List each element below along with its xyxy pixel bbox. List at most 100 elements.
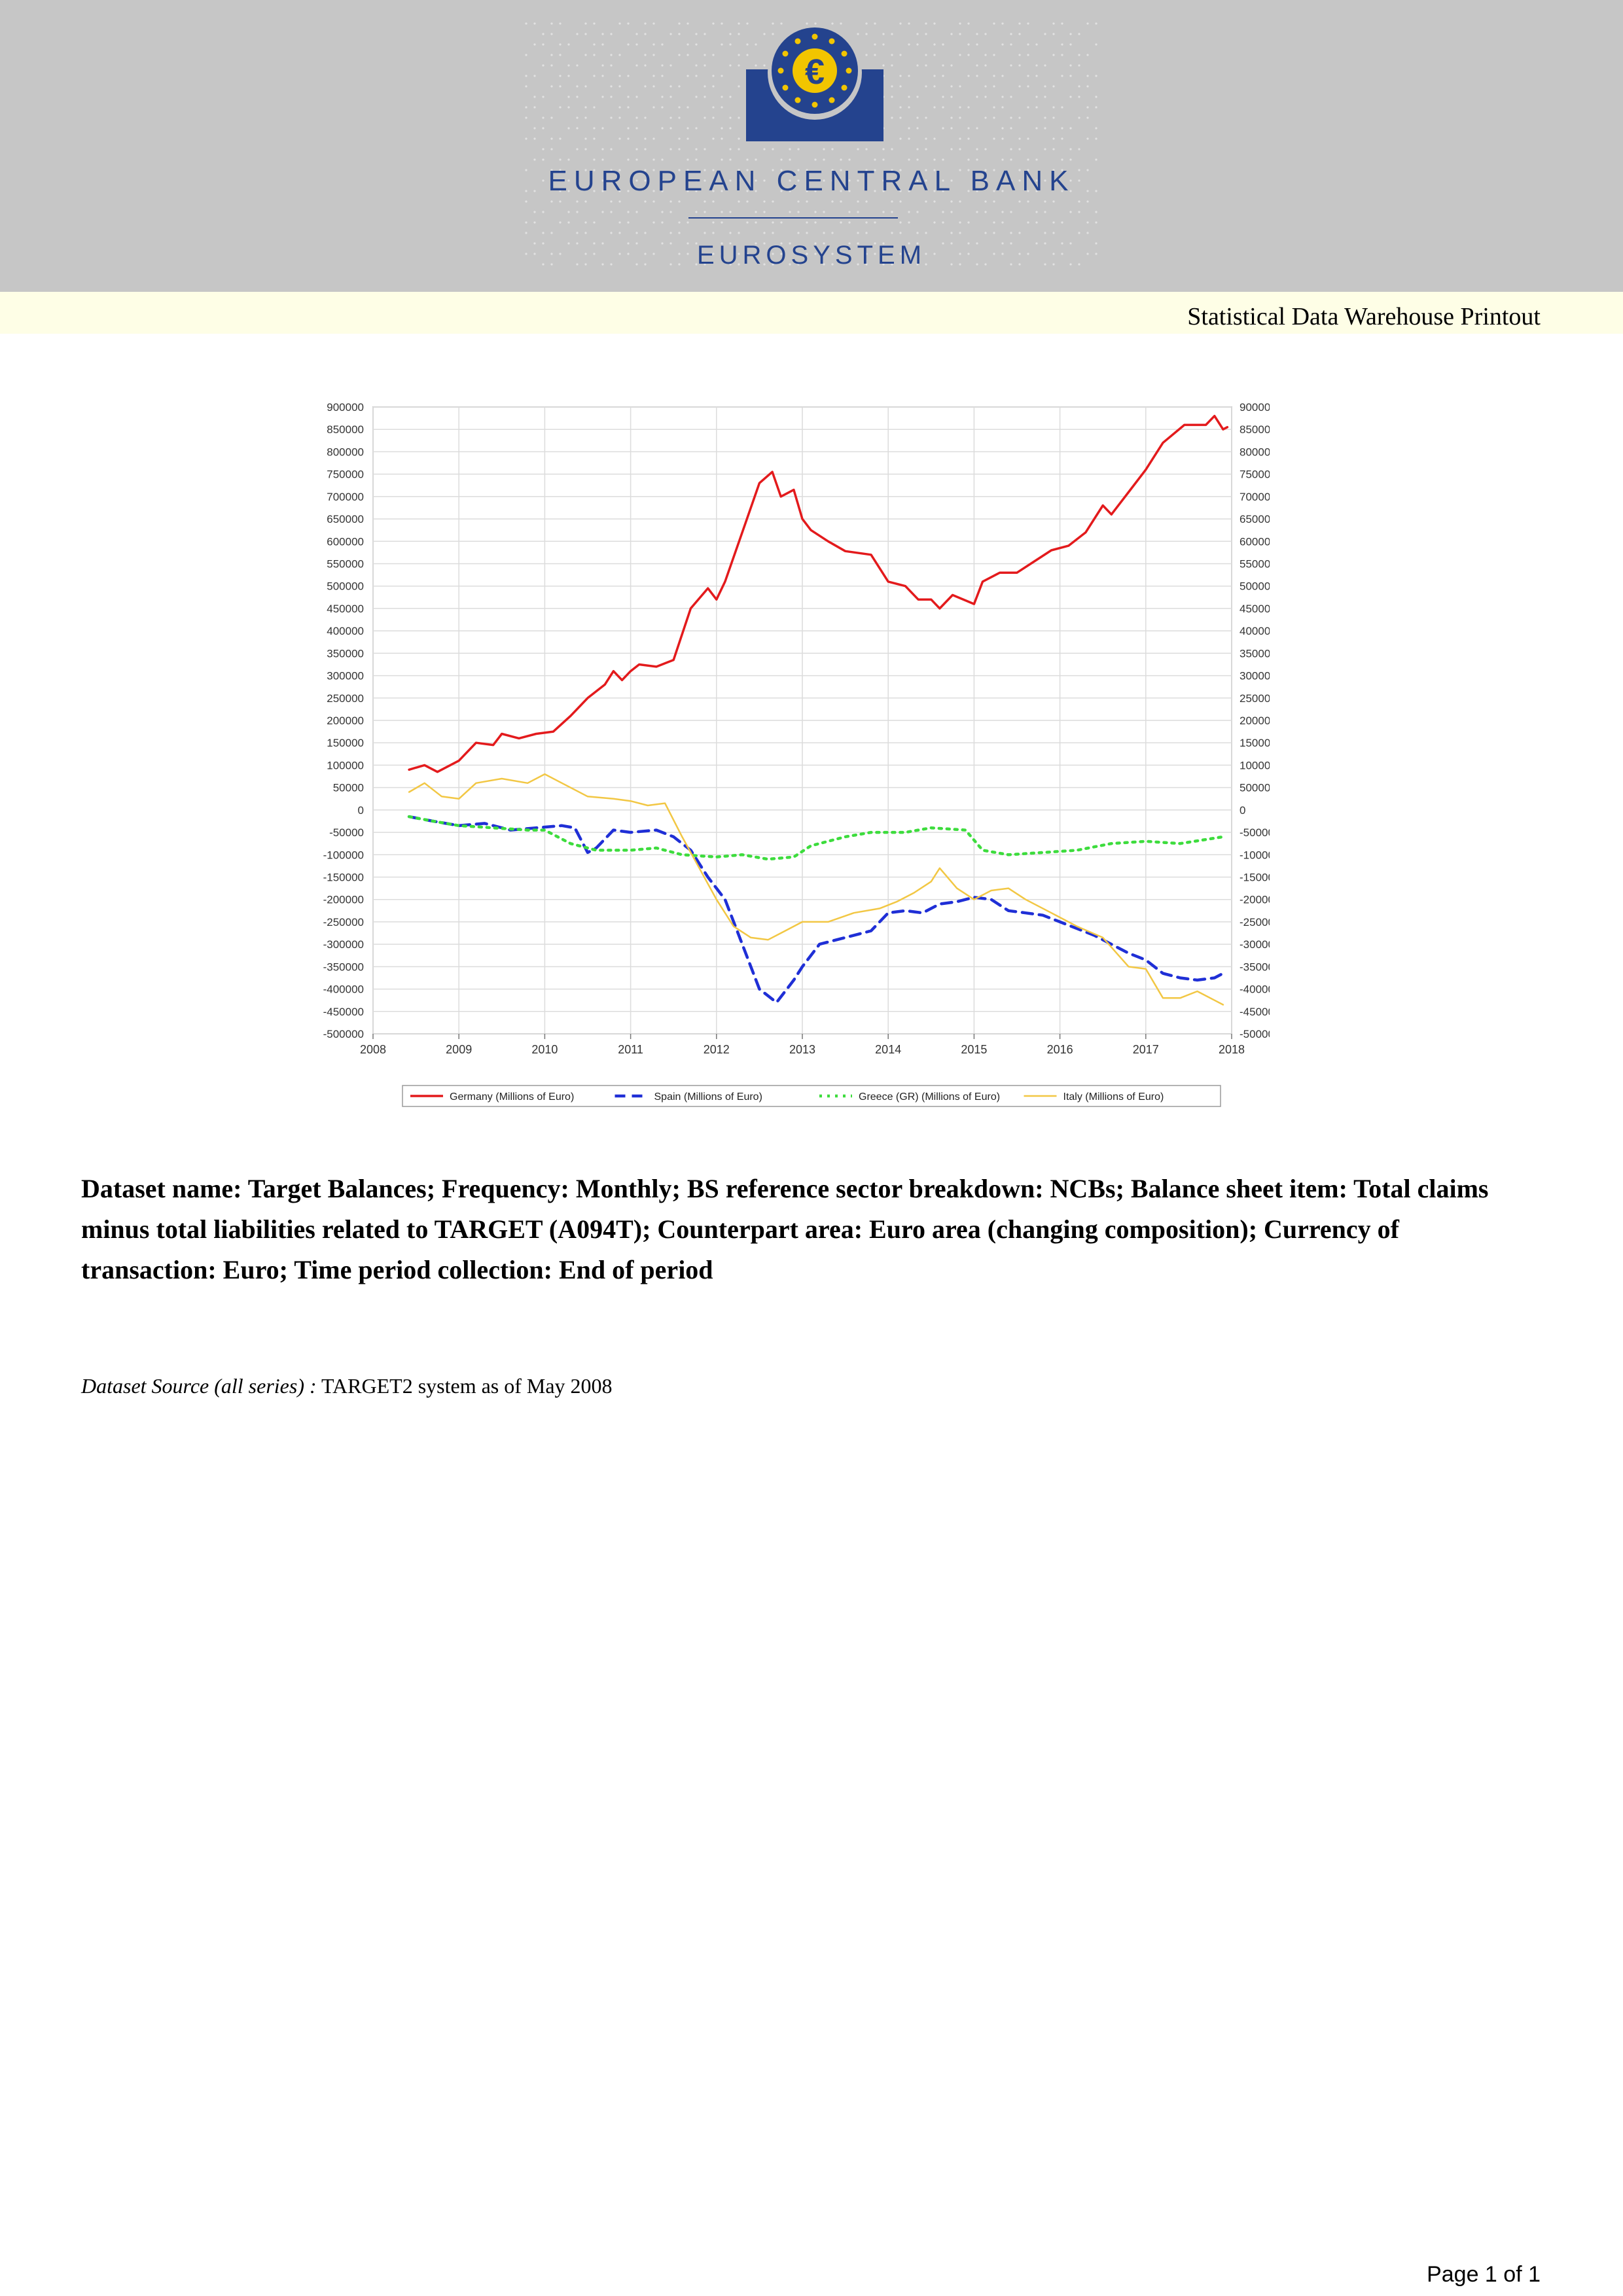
- header-dot: [669, 116, 672, 119]
- legend-label: Germany (Millions of Euro): [450, 1091, 574, 1103]
- header-dot: [1086, 221, 1089, 224]
- series-line-0: [408, 414, 1229, 773]
- header-dot: [925, 179, 927, 182]
- header-dot: [627, 127, 630, 130]
- header-dot: [738, 232, 740, 234]
- series-line-3: [408, 773, 1224, 1006]
- header-dot: [1052, 169, 1055, 171]
- header-dot: [729, 33, 732, 35]
- header-dot: [1001, 137, 1004, 140]
- y-tick-label-right: 300000: [1240, 670, 1270, 682]
- y-tick-label-right: 650000: [1240, 513, 1270, 525]
- header-dot: [814, 242, 817, 245]
- header-dot: [1069, 179, 1072, 182]
- header-dot: [908, 190, 910, 192]
- y-tick-label-right: 800000: [1240, 446, 1270, 458]
- header-dot: [627, 106, 630, 109]
- header-dot: [959, 137, 961, 140]
- header-dot: [993, 137, 995, 140]
- header-dot: [627, 242, 630, 245]
- header-dot: [1078, 211, 1080, 213]
- header-dot: [618, 232, 621, 234]
- header-dot: [772, 263, 774, 266]
- header-dot: [942, 127, 944, 130]
- y-tick-label-left: 750000: [327, 468, 364, 481]
- header-dot: [669, 179, 672, 182]
- header-dot: [533, 43, 536, 46]
- header-dot: [891, 169, 893, 171]
- header-dot: [908, 22, 910, 25]
- header-dot: [533, 190, 536, 192]
- header-dot: [525, 221, 527, 224]
- header-dot: [755, 64, 757, 67]
- header-dot: [755, 158, 757, 161]
- header-dot: [1044, 263, 1046, 266]
- header-dot: [559, 221, 562, 224]
- header-dot: [950, 179, 953, 182]
- y-tick-label-right: -300000: [1240, 938, 1270, 951]
- header-dot: [669, 96, 672, 98]
- header-dot: [755, 179, 757, 182]
- header-dot: [704, 33, 706, 35]
- header-dot: [763, 211, 766, 213]
- header-dot: [678, 253, 681, 255]
- header-dot: [559, 22, 562, 25]
- y-tick-label-right: 500000: [1240, 580, 1270, 593]
- y-tick-label-left: 850000: [327, 423, 364, 436]
- header-dot: [899, 106, 902, 109]
- header-dot: [687, 253, 689, 255]
- header-dot: [601, 158, 604, 161]
- header-dot: [1052, 85, 1055, 88]
- header-dot: [542, 242, 544, 245]
- header-dot: [1027, 169, 1029, 171]
- header-dot: [738, 54, 740, 56]
- header-dot: [644, 232, 647, 234]
- header-dot: [661, 190, 664, 192]
- header-dot: [831, 169, 834, 171]
- y-tick-label-right: 900000: [1240, 401, 1270, 414]
- header-dot: [984, 96, 987, 98]
- header-dot: [576, 232, 579, 234]
- header-dot: [610, 169, 613, 171]
- header-dot: [593, 137, 596, 140]
- header-dot: [984, 54, 987, 56]
- header-dot: [1018, 137, 1021, 140]
- legend-label: Italy (Millions of Euro): [1063, 1091, 1164, 1103]
- header-dot: [738, 85, 740, 88]
- header-dot: [661, 221, 664, 224]
- header-dot: [984, 232, 987, 234]
- header-dot: [644, 200, 647, 203]
- header-dot: [993, 85, 995, 88]
- header-dot: [882, 190, 885, 192]
- header-divider: [688, 217, 898, 219]
- header-dot: [1078, 33, 1080, 35]
- header-dot: [567, 179, 570, 182]
- header-dot: [950, 96, 953, 98]
- header-dot: [1078, 116, 1080, 119]
- header-dot: [721, 253, 723, 255]
- header-dot: [772, 232, 774, 234]
- header-dot: [559, 169, 562, 171]
- header-dot: [1069, 263, 1072, 266]
- header-dot: [746, 253, 749, 255]
- header-dot: [678, 200, 681, 203]
- header-dot: [669, 232, 672, 234]
- header-dot: [959, 221, 961, 224]
- header-dot: [984, 64, 987, 67]
- header-dot: [993, 232, 995, 234]
- series-line-2: [407, 815, 1225, 861]
- header-dot: [840, 22, 842, 25]
- header-dot: [865, 221, 868, 224]
- header-dot: [593, 253, 596, 255]
- x-tick-label: 2011: [618, 1043, 643, 1056]
- header-dot: [848, 158, 851, 161]
- header-dot: [695, 64, 698, 67]
- header-dot: [840, 221, 842, 224]
- header-dot: [627, 43, 630, 46]
- header-dot: [627, 22, 630, 25]
- header-dot: [763, 200, 766, 203]
- header-dot: [916, 232, 919, 234]
- header-dot: [687, 54, 689, 56]
- header-dot: [959, 116, 961, 119]
- dataset-description: Dataset name: Target Balances; Frequency…: [81, 1174, 1489, 1284]
